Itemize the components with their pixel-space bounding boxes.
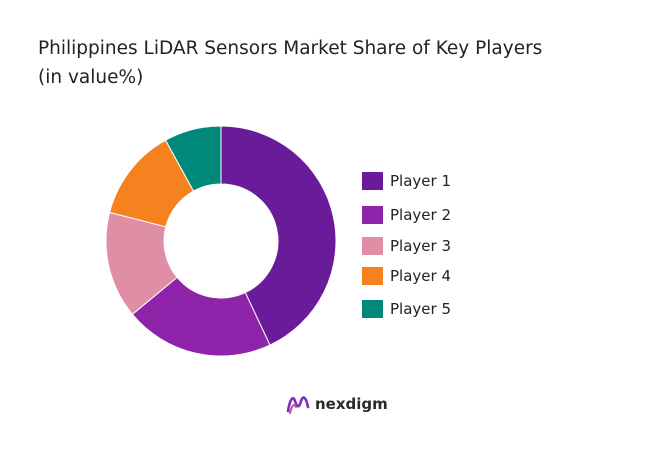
legend-label: Player 3 — [390, 237, 451, 255]
donut-slice-5 — [164, 125, 222, 192]
legend-swatch — [362, 206, 383, 224]
chart-title-line-2: (in value%) — [38, 67, 144, 88]
legend-item-3: Player 3 — [362, 237, 451, 255]
legend-item-4: Player 4 — [362, 267, 451, 285]
nexdigm-logo-icon — [286, 396, 310, 414]
legend-item-2: Player 2 — [362, 206, 451, 224]
chart-title: Philippines LiDAR Sensors Market Share o… — [38, 34, 638, 92]
legend-swatch — [362, 300, 383, 318]
legend-label: Player 1 — [390, 172, 451, 190]
legend-label: Player 5 — [390, 300, 451, 318]
brand-name: nexdigm — [315, 395, 388, 413]
chart-title-line-1: Philippines LiDAR Sensors Market Share o… — [38, 38, 543, 59]
brand-logo: nexdigm — [286, 393, 388, 415]
donut-slice-2 — [131, 276, 271, 357]
legend-label: Player 4 — [390, 267, 451, 285]
legend-swatch — [362, 172, 383, 190]
legend-swatch — [362, 267, 383, 285]
legend-swatch — [362, 237, 383, 255]
legend-item-1: Player 1 — [362, 172, 451, 190]
legend-label: Player 2 — [390, 206, 451, 224]
legend-item-5: Player 5 — [362, 300, 451, 318]
donut-slice-1 — [220, 125, 337, 346]
